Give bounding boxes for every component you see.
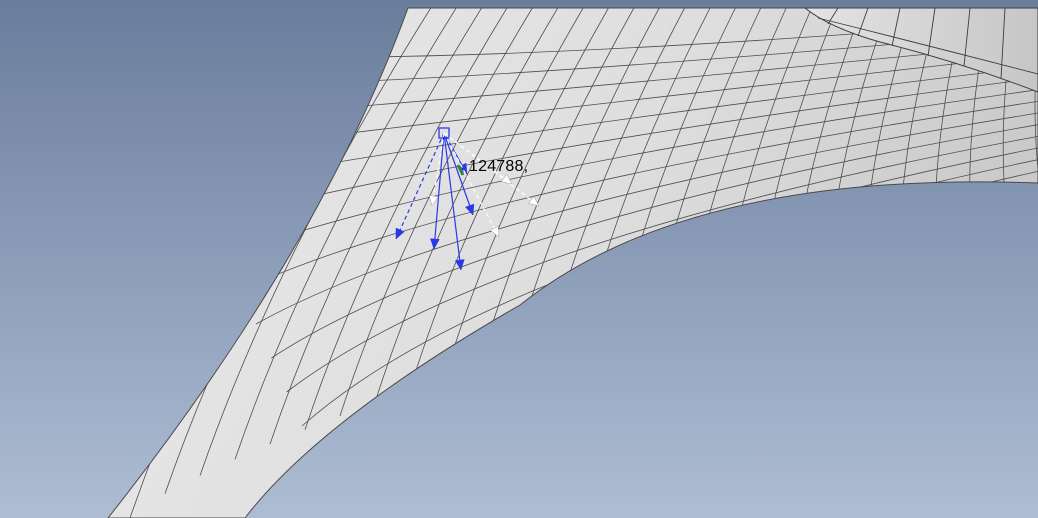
mesh-row-edge [271,124,1038,359]
mesh-column-edge [234,8,457,460]
vector-line [431,132,445,207]
vector-arrowhead-icon [454,259,465,271]
mesh-column-edge [479,8,635,365]
vector-line [443,132,540,207]
vector-line [443,132,474,216]
normal-vector-segment [456,164,465,176]
mesh-column-edge [374,8,559,403]
node-id-label[interactable]: 124788, [469,158,529,175]
vector-arrowhead-icon [500,173,513,185]
mesh-column-edge [304,8,508,430]
mesh-row-edge [255,112,1038,325]
vector-display [395,132,540,271]
mesh-row-edge [286,135,1038,393]
mesh-column-edge [339,8,533,417]
vector-arrowhead-icon [489,225,500,238]
vector-arrowhead-icon [527,195,540,207]
flange-element-edges [817,7,1038,79]
mesh-column-edge [444,8,609,377]
vector-arrowhead-icon [395,227,405,240]
vector-line [443,132,500,238]
vector-line [443,132,462,271]
vector-line [395,132,445,240]
vector-line [433,132,445,250]
vector-arrowhead-icon [430,238,440,250]
mesh-column-edge [269,8,482,445]
mesh-row-edge [240,100,1038,291]
vector-arrowhead-icon [464,203,475,216]
mesh-column-edge [199,8,432,476]
vector-arrowhead-icon [428,195,439,207]
